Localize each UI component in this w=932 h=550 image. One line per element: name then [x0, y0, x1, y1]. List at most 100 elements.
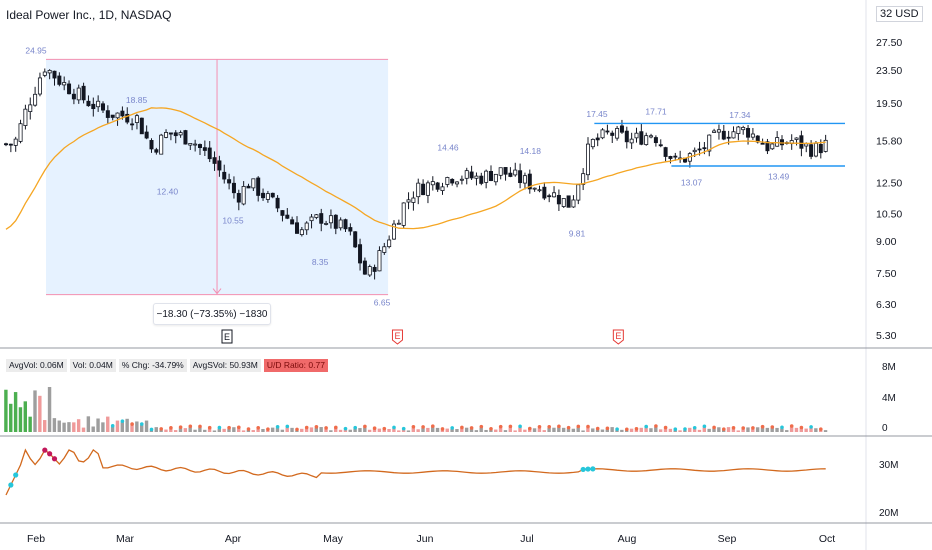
volume-bar — [741, 429, 745, 432]
volume-bar — [382, 429, 386, 432]
candle-down — [488, 170, 493, 182]
candle-down — [726, 136, 731, 139]
volume-bar — [101, 422, 105, 432]
earnings-marker-label: E — [615, 331, 621, 341]
candle-up — [615, 128, 620, 139]
volume-axis-4m: 4M — [882, 393, 896, 404]
volume-bar — [52, 418, 57, 432]
volume-dot — [140, 422, 144, 426]
volume-dot — [654, 424, 658, 428]
candle-up — [193, 143, 198, 146]
volume-bar — [576, 427, 580, 432]
volume-bar — [387, 429, 391, 432]
volume-bar — [343, 429, 348, 432]
volume-dot — [227, 425, 231, 430]
volume-dot — [372, 426, 377, 431]
volume-bar — [207, 428, 212, 432]
volume-bar — [290, 427, 294, 432]
candle-down — [818, 144, 823, 154]
candle-up — [396, 222, 401, 225]
candle-up — [459, 178, 464, 181]
candle-down — [362, 260, 367, 275]
volume-dot — [275, 424, 280, 429]
candle-down — [212, 157, 217, 164]
volume-bar — [654, 427, 658, 432]
candle-up — [367, 266, 372, 276]
volume-dot — [789, 424, 794, 428]
candle-down — [450, 178, 455, 184]
volume-dot — [770, 425, 775, 429]
candle-up — [770, 143, 775, 150]
volume-bar — [358, 428, 362, 432]
volume-bar — [523, 429, 527, 432]
candle-up — [33, 93, 38, 106]
volume-bar — [489, 429, 493, 432]
candle-down — [67, 83, 72, 95]
measure-readout: −18.30 (−73.35%) −1830 — [153, 303, 271, 325]
candle-up — [406, 199, 411, 203]
volume-bar — [726, 427, 731, 432]
candle-down — [101, 103, 106, 111]
candle-down — [663, 147, 668, 157]
volume-bar — [406, 430, 411, 432]
volume-dot — [489, 426, 493, 431]
volume-bar — [367, 429, 372, 432]
price-annotation: 10.55 — [222, 215, 244, 225]
volume-bar — [372, 429, 377, 432]
volume-bar — [392, 428, 396, 432]
volume-dot — [799, 425, 804, 430]
candle-up — [552, 192, 557, 198]
candle-down — [765, 141, 770, 152]
volume-bar — [431, 427, 435, 432]
volume-bar — [464, 427, 469, 432]
candle-up — [571, 199, 576, 208]
volume-bar — [537, 427, 542, 432]
volume-bar — [620, 429, 624, 432]
time-tick-label: Mar — [116, 533, 135, 545]
currency-label[interactable]: 32 USD — [876, 6, 923, 22]
volume-bar — [33, 390, 37, 432]
volume-dot — [334, 425, 338, 430]
stat-ud-ratio: U/D Ratio: 0.77 — [263, 359, 328, 372]
volume-bar — [814, 428, 818, 432]
volume-bar — [178, 428, 183, 432]
stat-pct-chg: % Chg: -34.79% — [118, 359, 187, 372]
volume-bar — [503, 430, 508, 432]
candle-up — [377, 250, 382, 272]
volume-dot — [460, 425, 464, 430]
volume-dot — [819, 427, 823, 431]
candle-down — [202, 147, 207, 151]
volume-bar — [484, 429, 488, 432]
candle-down — [154, 149, 159, 153]
volume-bar — [232, 427, 236, 432]
volume-dot — [809, 425, 813, 429]
candle-up — [18, 123, 23, 142]
volume-dot — [237, 425, 241, 430]
volume-bar — [363, 427, 367, 432]
volume-dot — [712, 425, 716, 430]
volume-bar — [518, 427, 522, 432]
volume-bar — [692, 428, 697, 432]
volume-bar — [4, 389, 8, 432]
indicator-dot — [47, 451, 53, 457]
volume-dot — [411, 425, 416, 429]
volume-bar — [261, 428, 265, 432]
price-annotation: 17.71 — [645, 106, 667, 116]
time-tick-label: Sep — [718, 533, 737, 545]
price-annotation: 13.07 — [681, 177, 703, 187]
candle-up — [522, 175, 527, 184]
candle-down — [222, 171, 227, 180]
candle-up — [159, 134, 164, 155]
candle-down — [285, 214, 290, 219]
volume-bar — [300, 428, 304, 432]
candle-down — [144, 131, 149, 139]
candle-up — [775, 137, 780, 147]
volume-bar — [479, 427, 483, 432]
volume-axis-8m: 8M — [882, 362, 896, 373]
volume-dot — [615, 427, 619, 431]
volume-bar — [18, 407, 23, 432]
volume-bar — [547, 427, 551, 432]
volume-bar — [319, 427, 323, 432]
volume-dot — [343, 426, 348, 431]
